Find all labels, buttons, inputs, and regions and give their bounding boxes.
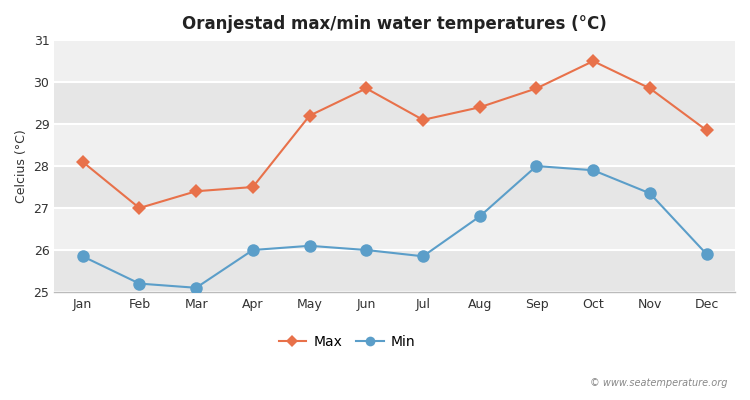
Bar — [54, 166, 735, 208]
Min — [646, 191, 655, 196]
Text: © www.seatemperature.org: © www.seatemperature.org — [590, 378, 728, 388]
Max — [362, 86, 370, 91]
Max — [702, 128, 711, 133]
Legend: Max, Min: Max, Min — [273, 329, 421, 354]
Bar — [54, 82, 735, 124]
Max — [532, 86, 541, 91]
Min — [476, 214, 484, 219]
Title: Oranjestad max/min water temperatures (°C): Oranjestad max/min water temperatures (°… — [182, 15, 607, 33]
Max — [305, 113, 314, 118]
Max — [78, 160, 87, 164]
Min — [532, 164, 541, 168]
Bar — [54, 40, 735, 82]
Max — [476, 105, 484, 110]
Min — [589, 168, 598, 173]
Max — [589, 59, 598, 64]
Min — [135, 281, 144, 286]
Line: Min: Min — [76, 160, 713, 294]
Max — [191, 189, 200, 194]
Bar — [54, 124, 735, 166]
Max — [135, 206, 144, 210]
Min — [305, 244, 314, 248]
Min — [362, 248, 370, 252]
Bar — [54, 250, 735, 292]
Line: Max: Max — [78, 56, 712, 213]
Bar — [54, 208, 735, 250]
Min — [248, 248, 257, 252]
Max — [646, 86, 655, 91]
Min — [191, 285, 200, 290]
Max — [419, 118, 428, 122]
Y-axis label: Celcius (°C): Celcius (°C) — [15, 129, 28, 203]
Min — [419, 254, 428, 259]
Max — [248, 185, 257, 190]
Min — [78, 254, 87, 259]
Min — [702, 252, 711, 257]
